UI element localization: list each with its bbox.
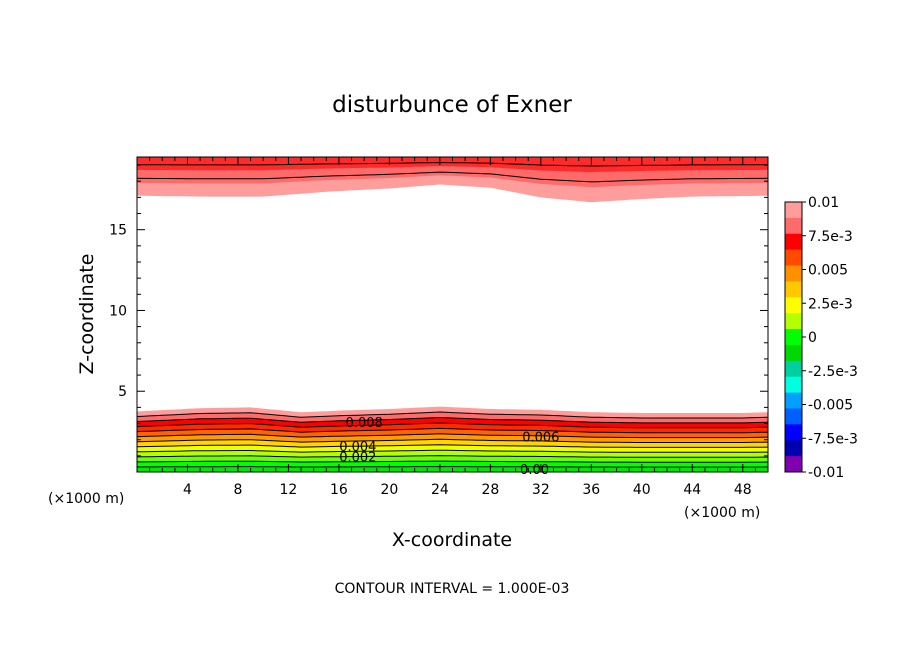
colorbar-segment [785,281,802,298]
colorbar-segment [785,440,802,457]
y-axis-label: Z-coordinate [76,254,98,375]
contour-line [136,416,769,424]
contour-interval-note: CONTOUR INTERVAL = 1.000E-03 [335,581,570,597]
plot-fill-layer [137,157,768,472]
colorbar-segment [785,297,802,314]
contour-lines [136,161,769,468]
colorbar-label: 0.005 [808,263,848,279]
contour-line [136,465,768,468]
colorbar-segment [785,408,802,425]
y-tick-label: 10 [109,303,127,319]
colorbar-segment [785,202,802,219]
upper-band [137,157,768,173]
y-tick-label: 5 [118,384,127,400]
contour-line [137,460,769,463]
x-ticks: 4 8 12 16 20 24 28 32 36 40 44 48 [149,157,756,498]
y-ticks: 5 10 15 [109,164,768,457]
x-unit-right: (×1000 m) [684,505,760,521]
contour-label: 0.002 [339,451,376,466]
x-tick-label: 16 [330,482,348,498]
colorbar-segment [785,249,802,267]
x-tick-label: 28 [481,482,499,498]
x-tick-label: 24 [431,482,449,498]
contour-label: 0.00 [520,463,549,478]
colorbar-label: 2.5e-3 [808,296,853,312]
x-tick-label: 44 [683,482,701,498]
x-tick-label: 40 [633,482,651,498]
colorbar-label: 0.01 [808,195,839,211]
colorbar-label: -7.5e-3 [808,431,858,447]
contour-line [136,455,768,458]
colorbar-segment [785,392,802,409]
colorbar-segment [785,233,802,251]
colorbar-segment [785,376,802,394]
colorbar-segment [785,265,802,282]
x-tick-label: 48 [734,482,752,498]
colorbar-segment [785,424,802,441]
x-tick-label: 36 [582,482,600,498]
colorbar-label: 7.5e-3 [808,229,853,245]
colorbar-label: -2.5e-3 [808,364,858,380]
contour-label: 0.006 [522,430,559,445]
colorbar-segment [785,344,802,362]
contour-line [136,411,769,419]
contour-label: 0.004 [339,440,376,455]
contour-line [136,438,769,443]
x-unit-left: (×1000 m) [48,491,124,507]
contour-line [136,422,769,429]
contour-line [137,161,768,167]
colorbar-segment [785,360,802,378]
colorbar: 0.01 7.5e-3 0.005 2.5e-3 0 -2.5e-3 -0.005 -7.5e… [784,195,858,481]
colorbar-label: 0 [808,330,817,346]
colorbar-label: -0.005 [808,398,853,414]
x-tick-label: 32 [532,482,550,498]
contour-line [136,427,769,434]
x-tick-label: 20 [380,482,398,498]
colorbar-segment [785,313,802,330]
contour-line [136,171,769,183]
contour-line [136,444,769,448]
contour-line [136,433,769,439]
colorbar-segment [785,217,802,235]
contour-label: 0.008 [346,416,383,431]
colorbar-label: -0.01 [808,465,844,481]
x-tick-label: 12 [280,482,298,498]
y-tick-label: 15 [109,223,127,239]
chart-title: disturbunce of Exner [332,92,572,118]
colorbar-segment [785,329,802,346]
colorbar-segment [785,456,802,473]
x-tick-label: 8 [233,482,242,498]
x-tick-label: 4 [183,482,192,498]
x-axis-label: X-coordinate [392,529,512,551]
contour-line [136,449,768,453]
